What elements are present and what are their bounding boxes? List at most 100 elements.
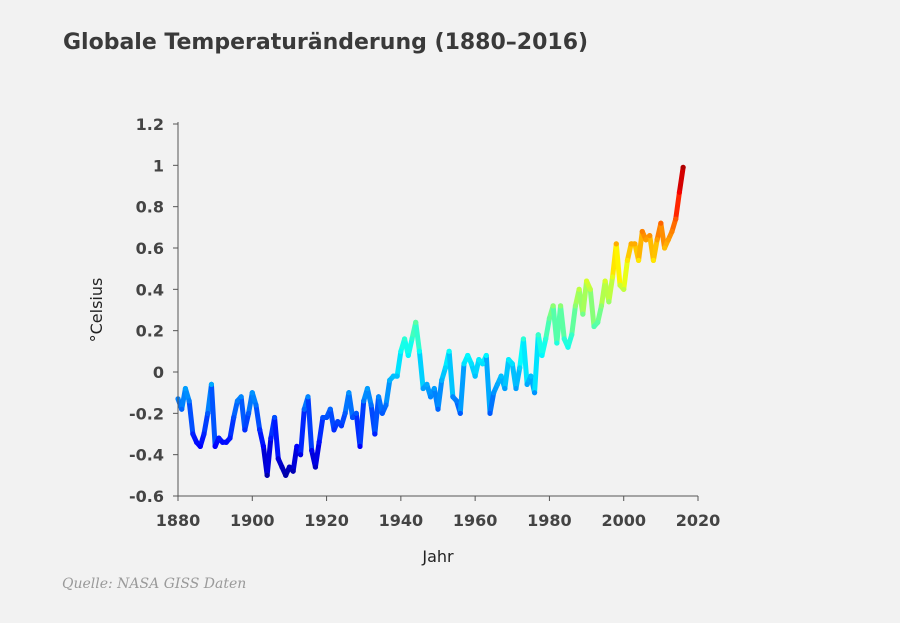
series-line-segment <box>513 365 523 392</box>
x-axis-ticks: 1880 1900 1920 1940 1960 1980 2000 2020 <box>156 496 720 530</box>
data-point <box>294 443 300 449</box>
data-point <box>591 323 597 330</box>
data-point <box>624 257 631 263</box>
data-point <box>346 390 352 396</box>
y-tick-label: 0.4 <box>136 280 164 299</box>
data-point <box>650 257 657 263</box>
series-temperature <box>175 164 686 478</box>
data-point <box>357 443 363 449</box>
data-point <box>505 357 512 363</box>
series-line-segment <box>227 414 237 441</box>
data-point <box>546 315 553 321</box>
y-tick-label: -0.6 <box>129 487 164 506</box>
data-point <box>461 361 467 367</box>
series-line-segment <box>257 427 266 449</box>
y-tick-label: -0.4 <box>129 446 164 465</box>
series-line-segment <box>405 336 415 358</box>
series-line-segment <box>676 164 686 195</box>
data-point <box>513 385 519 392</box>
data-point <box>182 385 189 392</box>
x-tick-label: 2000 <box>601 511 646 530</box>
data-point <box>572 303 579 309</box>
data-point <box>420 385 426 392</box>
data-point <box>628 241 634 247</box>
data-point <box>353 410 359 416</box>
data-point <box>539 352 545 359</box>
data-point <box>190 431 196 437</box>
data-point <box>342 410 348 416</box>
data-point <box>205 410 211 416</box>
series-line-segment <box>383 377 393 408</box>
data-point <box>257 427 263 433</box>
series-line-segment <box>580 278 590 317</box>
data-point <box>535 332 541 338</box>
data-point <box>260 443 267 449</box>
series-line-segment <box>587 286 597 330</box>
data-point <box>680 164 686 170</box>
data-point <box>387 377 393 383</box>
data-point <box>227 435 233 441</box>
data-point <box>401 336 408 342</box>
series-line-segment <box>416 348 426 392</box>
series-line-segment <box>364 386 374 408</box>
data-point <box>658 220 664 226</box>
data-point <box>249 390 255 396</box>
data-point <box>338 423 345 429</box>
series-line-segment <box>201 410 211 437</box>
data-point <box>372 431 378 437</box>
data-point <box>327 406 333 412</box>
data-point <box>320 414 326 421</box>
data-point <box>550 303 556 309</box>
data-point <box>231 414 237 421</box>
data-point <box>197 443 203 449</box>
data-point <box>595 319 601 325</box>
data-point <box>349 414 356 421</box>
data-point <box>576 286 582 292</box>
y-axis-ticks: 1.2 1 0.8 0.6 0.4 0.2 0 -0.2 -0.4 -0.6 <box>129 115 178 506</box>
data-point <box>457 410 463 416</box>
data-point <box>673 216 679 222</box>
data-point <box>309 447 315 454</box>
series-line-segment <box>446 348 456 400</box>
data-point <box>361 398 367 404</box>
y-axis-label: °Celsius <box>87 278 106 343</box>
series-line-segment <box>346 390 356 420</box>
data-point <box>335 419 341 425</box>
data-point <box>446 348 452 354</box>
y-tick-label: 1 <box>153 156 164 175</box>
series-line-segment <box>253 402 263 433</box>
data-point <box>580 311 586 317</box>
data-point <box>405 352 411 359</box>
series-line-segment <box>595 303 604 325</box>
series-line-segment <box>305 394 315 454</box>
data-point <box>398 348 404 354</box>
series-line-segment <box>272 414 281 462</box>
data-point <box>561 336 567 342</box>
series-line-segment <box>673 189 682 222</box>
data-point <box>383 402 389 408</box>
data-point <box>483 352 489 359</box>
data-point <box>676 189 683 195</box>
data-point <box>245 410 252 416</box>
x-tick-label: 1900 <box>230 511 275 530</box>
chart-title: Globale Temperaturänderung (1880–2016) <box>63 30 589 55</box>
data-point <box>621 286 627 292</box>
x-tick-label: 1880 <box>156 511 201 530</box>
x-axis-label: Jahr <box>421 547 454 566</box>
series-line-segment <box>569 303 578 338</box>
data-point <box>186 398 192 404</box>
data-point <box>312 464 319 470</box>
data-point <box>212 443 218 449</box>
data-point <box>587 286 593 292</box>
series-line-segment <box>539 336 549 358</box>
data-point <box>583 278 590 284</box>
data-point <box>498 373 504 379</box>
data-point <box>472 373 478 379</box>
data-point <box>554 340 560 346</box>
series-line-segment <box>621 257 630 292</box>
data-point <box>201 431 207 437</box>
series-line-segment <box>413 319 422 354</box>
data-point <box>450 394 456 400</box>
data-point <box>476 357 482 363</box>
